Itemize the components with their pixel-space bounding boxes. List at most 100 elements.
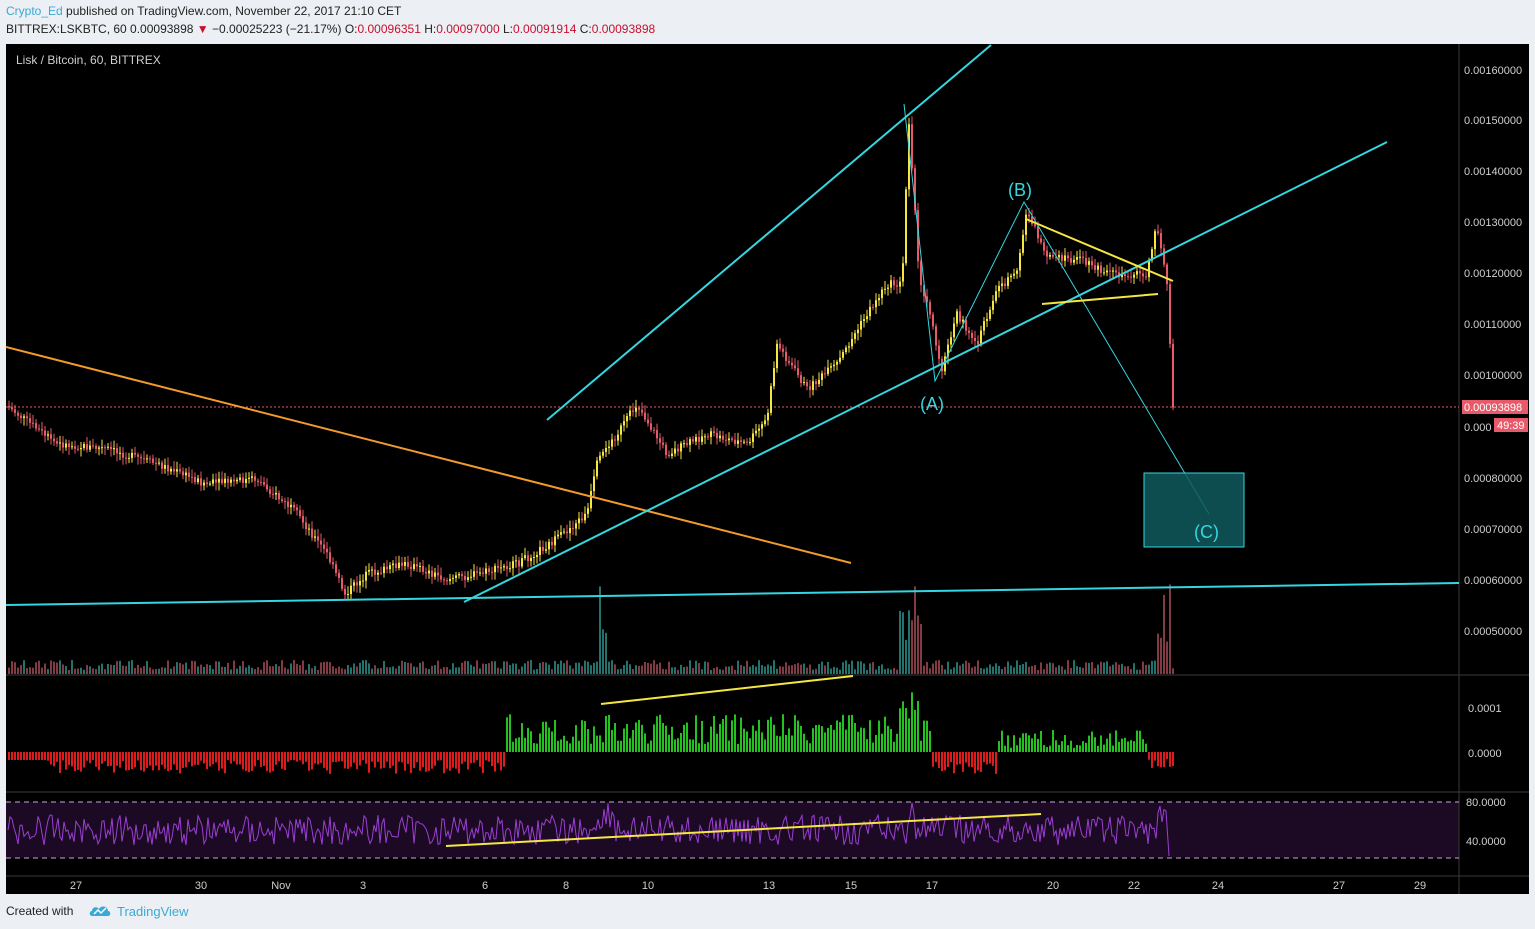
osc-bar [1166, 752, 1168, 760]
candle-body [584, 513, 586, 521]
price-axis[interactable]: 0.00160000 0.00150000 0.00140000 0.00130000… [1464, 65, 1522, 638]
candle-body [317, 536, 319, 541]
osc-bar [866, 739, 868, 752]
osc-bar [461, 752, 463, 764]
osc-bar [197, 752, 199, 765]
osc-bar [29, 752, 31, 760]
volume-bar [80, 667, 82, 674]
osc-bar [620, 740, 622, 752]
osc-bar [728, 740, 730, 752]
candle-body [725, 439, 727, 441]
candle-body [854, 333, 856, 340]
chart-area[interactable]: (A) (B) (C) Lisk / Bitcoin, 60, BITTREX … [5, 44, 1529, 894]
osc-bar [266, 752, 268, 772]
volume-bar [560, 660, 562, 674]
tradingview-link[interactable]: TradingView [117, 904, 189, 919]
osc-bar [635, 722, 637, 752]
volume-bar [857, 661, 859, 674]
osc-bar [875, 734, 877, 752]
volume-bar [830, 668, 832, 674]
candle-body [569, 528, 571, 534]
candle-body [122, 452, 124, 458]
candle-body [713, 431, 715, 433]
author-link[interactable]: Crypto_Ed [6, 4, 63, 18]
created-with-text: Created with [6, 904, 74, 918]
abc-wave-path [903, 103, 1210, 515]
osc-bar [125, 752, 127, 771]
candle-body [359, 580, 361, 586]
osc-bar [32, 752, 34, 760]
time-label: 30 [195, 880, 207, 892]
candle-body [776, 343, 778, 369]
osc-bar [1115, 730, 1117, 752]
osc-bar [1136, 730, 1138, 752]
volume-bar [752, 664, 754, 674]
osc-bar [974, 752, 976, 774]
candle-body [71, 446, 73, 448]
osc-bar [332, 752, 334, 763]
volume-bar [923, 665, 925, 674]
chart-header: Crypto_Ed published on TradingView.com, … [0, 0, 1535, 44]
price-label: 0.00160000 [1464, 65, 1522, 77]
footer: Created with TradingView [0, 894, 1535, 929]
volume-bar [185, 662, 187, 674]
volume-bar [944, 669, 946, 674]
candle-body [125, 457, 127, 459]
time-axis[interactable]: 27 30 Nov 3 6 8 10 13 15 17 20 22 24 27 29 [70, 880, 1426, 892]
candle-body [449, 578, 451, 582]
candle-body [980, 330, 982, 345]
osc-bar [575, 725, 577, 752]
drawings[interactable] [5, 44, 1460, 847]
volume-bar [644, 661, 646, 674]
volume-bar [98, 665, 100, 674]
osc-bar [104, 752, 106, 761]
osc-bar [380, 752, 382, 769]
osc-bar [617, 740, 619, 752]
candle-body [422, 565, 424, 572]
candle-body [1130, 276, 1132, 278]
candle-body [383, 566, 385, 574]
candle-body [446, 580, 448, 582]
candle-body [602, 451, 604, 456]
candle-body [692, 439, 694, 442]
candle-body [902, 263, 904, 282]
volume-bar [1067, 660, 1069, 674]
volume-bar [47, 669, 49, 674]
volume-bar [959, 665, 961, 674]
volume-bar [698, 663, 700, 674]
volume-bar [731, 665, 733, 674]
osc-bar [11, 752, 13, 760]
last-price: 0.00093898 [130, 22, 194, 36]
volume-bar [674, 667, 676, 674]
chart-canvas[interactable]: (A) (B) (C) Lisk / Bitcoin, 60, BITTREX … [5, 44, 1529, 894]
candle-body [899, 281, 901, 287]
osc-bar [1109, 733, 1111, 752]
volume-bar [287, 669, 289, 674]
volume-bar [1124, 666, 1126, 674]
candle-body [467, 577, 469, 580]
volume-bar [296, 663, 298, 674]
volume-bar [239, 665, 241, 674]
osc-bar [998, 741, 1000, 752]
candle-body [656, 430, 658, 439]
candle-body [1082, 256, 1084, 259]
volume-bar [878, 666, 880, 674]
volume-bar [20, 665, 22, 674]
volume-bar [992, 666, 994, 674]
osc-bar [449, 752, 451, 771]
osc-bar [971, 752, 973, 768]
candle-body [1007, 277, 1009, 286]
osc-bar [524, 737, 526, 752]
time-label: 17 [926, 880, 938, 892]
volume-bar [539, 663, 541, 674]
volume-bar [524, 663, 526, 674]
candle-body [53, 438, 55, 442]
volume-bar [1112, 664, 1114, 674]
candle-body [89, 445, 91, 450]
candle-body [38, 428, 40, 430]
candle-body [146, 458, 148, 460]
candle-body [344, 588, 346, 595]
volume-bar [821, 661, 823, 674]
candle-body [920, 261, 922, 286]
osc-bar [926, 720, 928, 752]
